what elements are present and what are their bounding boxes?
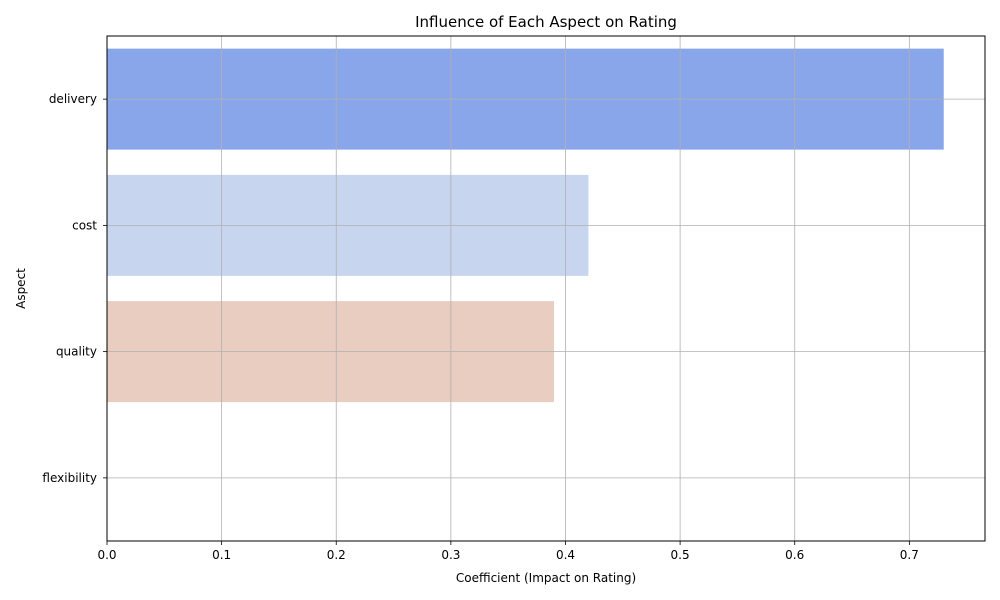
x-tick-label: 0.3 — [441, 548, 460, 562]
y-axis-label: Aspect — [14, 268, 28, 309]
x-tick-label: 0.1 — [212, 548, 231, 562]
y-tick-label-flexibility: flexibility — [42, 471, 97, 485]
x-tick-label: 0.0 — [97, 548, 116, 562]
x-tick-label: 0.4 — [556, 548, 575, 562]
axes-layer — [106, 35, 986, 542]
grid-layer — [106, 36, 985, 541]
x-tick-label: 0.7 — [900, 548, 919, 562]
x-tick-label: 0.2 — [327, 548, 346, 562]
chart-title: Influence of Each Aspect on Rating — [415, 13, 677, 31]
y-tick-label-delivery: delivery — [49, 92, 97, 106]
x-axis-label: Coefficient (Impact on Rating) — [456, 571, 636, 585]
plot-frame — [106, 35, 986, 542]
y-tick-label-quality: quality — [56, 345, 97, 359]
x-tick-label: 0.6 — [785, 548, 804, 562]
x-tick-label: 0.5 — [671, 548, 690, 562]
y-tick-label-cost: cost — [72, 218, 97, 232]
ticks-layer: 0.0 0.1 0.2 0.3 0.4 0.5 0.6 0.7 delivery cost qual… — [42, 92, 918, 562]
